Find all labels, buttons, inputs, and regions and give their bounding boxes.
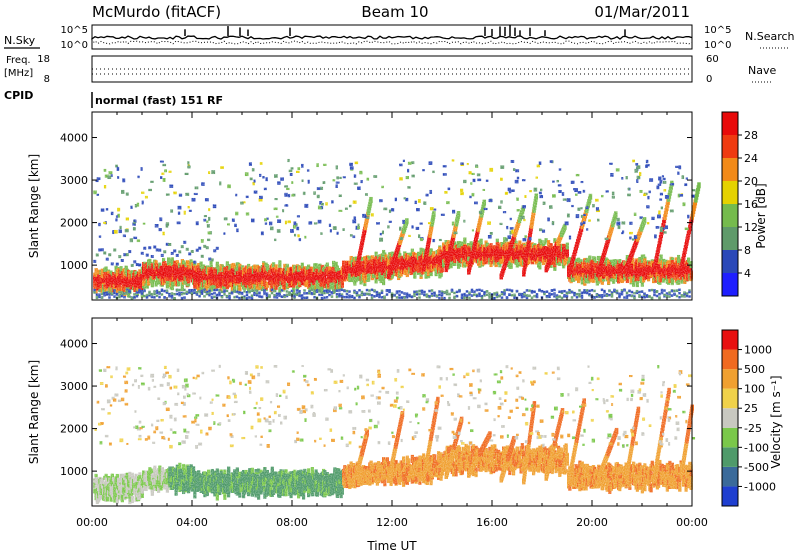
nsearch-label: N.Search <box>745 30 795 43</box>
beam-title: Beam 10 <box>361 3 428 21</box>
nsearch-trace <box>91 40 693 46</box>
date-title: 01/Mar/2011 <box>594 3 690 21</box>
nsky-spikes <box>184 25 626 36</box>
nsearch-tick-top: 10^5 <box>704 25 731 36</box>
freq-label-bottom: [MHz] <box>4 68 33 79</box>
nave-tick-top: 60 <box>706 54 719 65</box>
freq-tick-bottom: 8 <box>44 74 50 85</box>
nave-tick-bottom: 0 <box>706 74 712 85</box>
nave-label: Nave <box>748 64 776 77</box>
cpid-label: CPID <box>4 89 33 102</box>
nsky-trace <box>91 35 693 41</box>
cpid-value: normal (fast) 151 RF <box>95 94 223 107</box>
nsky-label: N.Sky <box>4 34 36 47</box>
nsearch-tick-bottom: 10^0 <box>704 40 731 51</box>
data-cell <box>691 194 695 198</box>
data-cell <box>691 189 696 192</box>
data-cell <box>697 182 701 189</box>
freq-label-top: Freq. <box>6 55 31 66</box>
freq-tick-top: 18 <box>37 54 50 65</box>
nsky-panel: N.Sky 10^5 10^0 10^5 10^0 N.Search <box>4 24 795 51</box>
freq-panel: Freq. [MHz] 18 8 60 0 Nave <box>4 54 776 85</box>
nsky-tick-top: 10^5 <box>61 25 88 36</box>
nsky-tick-bottom: 10^0 <box>61 40 88 51</box>
station-title: McMurdo (fitACF) <box>92 3 221 21</box>
